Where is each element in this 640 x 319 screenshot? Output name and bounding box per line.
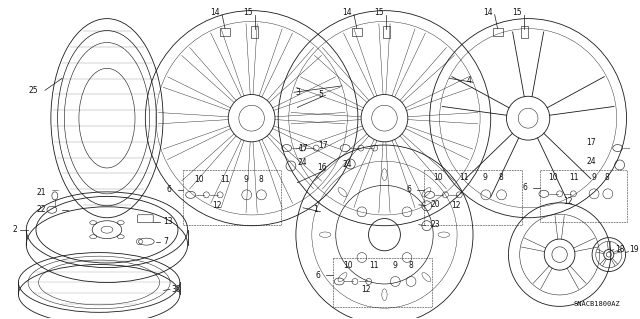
Text: 22: 22 [36,205,45,214]
Text: 25: 25 [28,86,38,95]
Text: 12: 12 [361,285,371,294]
Text: 5: 5 [319,90,323,99]
Text: 10: 10 [548,174,557,182]
Text: 20: 20 [431,200,440,209]
Text: 18: 18 [614,245,624,254]
Text: 17: 17 [298,144,307,152]
Text: 8: 8 [259,175,263,184]
Text: 21: 21 [36,188,45,197]
Text: 15: 15 [243,8,252,17]
Text: 15: 15 [513,8,522,17]
Bar [493,27,502,35]
Text: 15: 15 [374,8,384,17]
Text: 11: 11 [220,175,230,184]
Text: 17: 17 [586,137,596,146]
Text: 19: 19 [630,245,639,254]
Text: 12: 12 [451,201,461,210]
Bar [540,170,627,222]
Text: 2: 2 [13,225,17,234]
Text: 14: 14 [211,8,220,17]
Text: 11: 11 [570,174,579,182]
Text: 8: 8 [605,174,610,182]
Bar [251,26,258,38]
Text: 14: 14 [342,8,352,17]
Text: SNACB1800AZ: SNACB1800AZ [574,301,621,307]
Text: 24: 24 [342,160,352,169]
Text: 13: 13 [163,217,173,226]
Text: 23: 23 [431,220,440,229]
Text: 17: 17 [319,141,328,150]
Text: 8: 8 [499,174,503,182]
Text: 6: 6 [522,183,527,192]
Text: 9: 9 [244,175,248,184]
Text: 24: 24 [586,158,596,167]
Text: 6: 6 [167,185,172,194]
Text: 6: 6 [316,271,321,280]
Text: 12: 12 [212,201,221,210]
Text: 9: 9 [591,174,596,182]
Text: 9: 9 [392,261,397,270]
Text: 30: 30 [171,285,180,294]
Text: 24: 24 [298,159,307,167]
Bar [352,27,362,35]
Text: 11: 11 [369,261,378,270]
Text: 8: 8 [408,261,413,270]
Text: 3: 3 [295,88,300,97]
Text: 10: 10 [195,175,204,184]
Text: 16: 16 [317,163,327,173]
Bar [383,26,390,38]
Text: 12: 12 [564,197,573,206]
Bar [220,27,230,35]
Bar [424,170,522,225]
Bar [333,257,432,307]
Text: 4: 4 [466,76,471,85]
Text: 10: 10 [343,261,353,270]
Bar [183,170,281,225]
Text: 14: 14 [483,8,493,17]
Text: 9: 9 [483,174,488,182]
Text: 11: 11 [460,174,468,182]
Text: 10: 10 [434,174,444,182]
Text: 6: 6 [406,185,411,194]
Text: 1: 1 [314,205,318,214]
Text: 7: 7 [163,237,168,246]
Bar [521,26,527,38]
